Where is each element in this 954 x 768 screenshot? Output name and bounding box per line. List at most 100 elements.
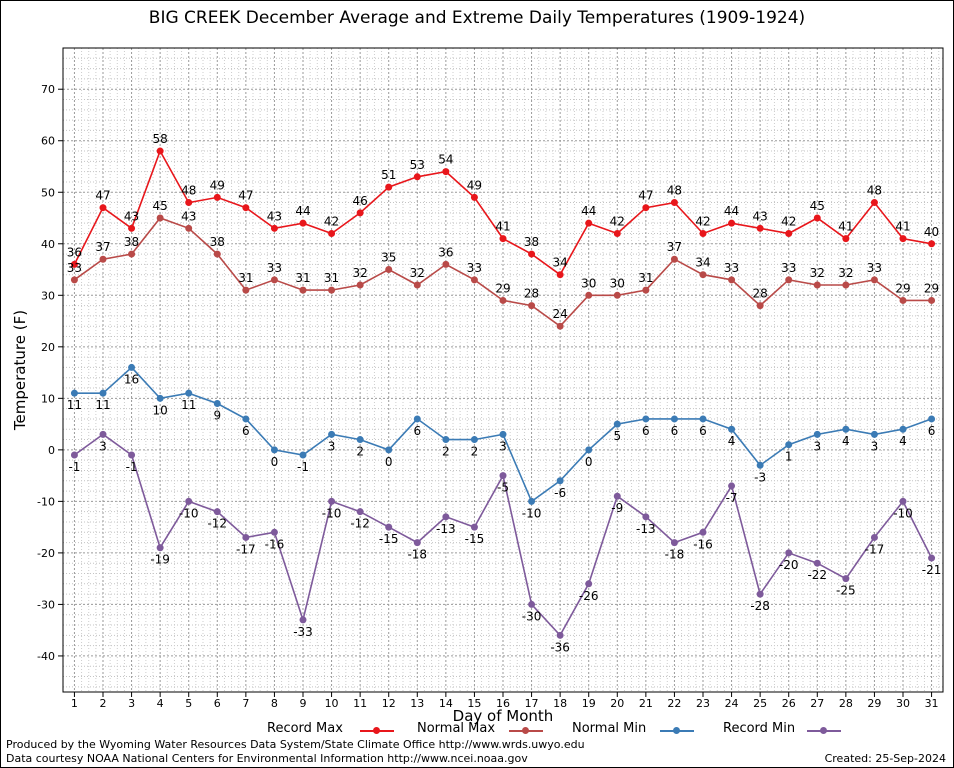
- data-label: -12: [207, 517, 227, 531]
- data-point: [528, 250, 536, 258]
- data-point: [413, 173, 421, 181]
- data-point: [785, 441, 793, 449]
- x-tick-label: 5: [185, 697, 192, 710]
- x-tick-label: 26: [782, 697, 796, 710]
- data-point: [728, 276, 736, 284]
- data-label: 3: [328, 439, 336, 453]
- data-point: [756, 302, 764, 310]
- data-label: 0: [585, 455, 593, 469]
- data-label: -1: [68, 460, 80, 474]
- data-point: [670, 539, 678, 547]
- x-tick-label: 21: [639, 697, 653, 710]
- data-point: [928, 554, 936, 562]
- data-label: -19: [150, 553, 170, 567]
- data-label: -10: [893, 506, 913, 520]
- data-point: [785, 276, 793, 284]
- data-label: 28: [753, 287, 768, 301]
- data-point: [299, 219, 307, 227]
- data-label: 16: [124, 372, 139, 386]
- data-label: 48: [867, 184, 882, 198]
- data-label: -6: [554, 486, 566, 500]
- data-point: [870, 533, 878, 541]
- x-tick-label: 22: [667, 697, 681, 710]
- data-label: 42: [324, 214, 339, 228]
- x-tick-label: 9: [300, 697, 307, 710]
- data-label: 6: [671, 424, 679, 438]
- x-tick-label: 1: [71, 697, 78, 710]
- data-label: 40: [924, 225, 939, 239]
- data-label: 9: [213, 408, 221, 422]
- data-label: -13: [436, 522, 456, 536]
- data-label: 33: [867, 261, 882, 275]
- data-point: [756, 224, 764, 232]
- data-point: [842, 425, 850, 433]
- x-tick-label: 24: [725, 697, 739, 710]
- data-point: [470, 193, 478, 201]
- legend: Record Max Normal Max Normal Min Record …: [0, 721, 954, 739]
- data-point: [785, 549, 793, 557]
- data-point: [128, 250, 136, 258]
- data-label: 31: [638, 271, 653, 285]
- data-label: 32: [838, 266, 853, 280]
- x-tick-label: 23: [696, 697, 710, 710]
- data-label: 49: [210, 178, 225, 192]
- data-label: 44: [295, 204, 310, 218]
- data-label: 38: [124, 235, 139, 249]
- data-point: [185, 389, 193, 397]
- data-label: -10: [522, 506, 542, 520]
- data-label: 42: [781, 214, 796, 228]
- footer-courtesy: Data courtesy NOAA National Centers for …: [6, 752, 528, 765]
- x-tick-label: 18: [553, 697, 567, 710]
- data-point: [470, 276, 478, 284]
- data-point: [470, 523, 478, 531]
- x-tick-label: 16: [496, 697, 510, 710]
- data-point: [528, 302, 536, 310]
- y-tick-label: 10: [41, 392, 55, 405]
- x-tick-label: 11: [353, 697, 367, 710]
- data-point: [699, 528, 707, 536]
- y-tick-label: 60: [41, 135, 55, 148]
- data-label: -1: [126, 460, 138, 474]
- x-tick-label: 15: [467, 697, 481, 710]
- x-tick-label: 13: [410, 697, 424, 710]
- data-point: [842, 281, 850, 289]
- x-tick-label: 6: [214, 697, 221, 710]
- data-label: 6: [413, 424, 421, 438]
- data-label: 3: [499, 439, 507, 453]
- data-label: 33: [267, 261, 282, 275]
- data-point: [928, 296, 936, 304]
- data-label: 54: [438, 153, 453, 167]
- data-point: [670, 199, 678, 207]
- legend-item-normal-max: Normal Max: [417, 721, 495, 736]
- data-point: [642, 286, 650, 294]
- data-label: 44: [581, 204, 596, 218]
- data-label: 11: [95, 398, 110, 412]
- data-point: [299, 286, 307, 294]
- x-tick-label: 14: [439, 697, 453, 710]
- x-tick-label: 28: [839, 697, 853, 710]
- data-point: [70, 451, 78, 459]
- data-label: 37: [95, 240, 110, 254]
- data-label: 51: [381, 168, 396, 182]
- data-point: [328, 286, 336, 294]
- data-label: 41: [895, 220, 910, 234]
- series: [70, 147, 936, 639]
- data-point: [556, 631, 564, 639]
- data-label: 33: [724, 261, 739, 275]
- legend-swatch-marker: [673, 727, 680, 734]
- data-label: -3: [754, 470, 766, 484]
- data-label: -5: [497, 481, 509, 495]
- data-label: 11: [181, 398, 196, 412]
- data-point: [899, 425, 907, 433]
- data-point: [499, 235, 507, 243]
- data-label: 49: [467, 178, 482, 192]
- data-point: [785, 229, 793, 237]
- data-label: -1: [297, 460, 309, 474]
- data-label: 41: [495, 220, 510, 234]
- data-point: [328, 430, 336, 438]
- data-label: 46: [353, 194, 368, 208]
- x-tick-label: 10: [325, 697, 339, 710]
- data-point: [728, 482, 736, 490]
- x-tick-label: 19: [582, 697, 596, 710]
